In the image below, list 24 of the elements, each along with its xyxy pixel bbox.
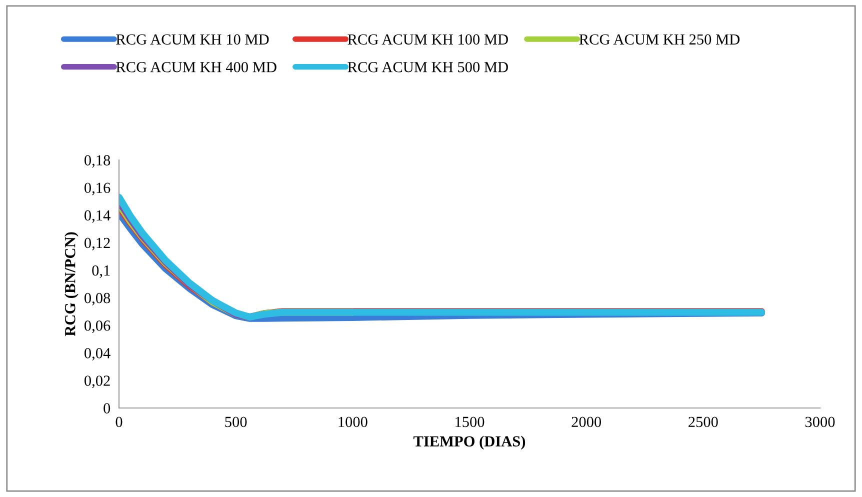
y-tick-label: 0,08 bbox=[84, 292, 110, 306]
x-tick-label: 3000 bbox=[805, 416, 835, 428]
x-axis-title: TIEMPO (DIAS) bbox=[414, 436, 526, 450]
x-tick-label: 500 bbox=[225, 416, 247, 428]
y-tick-label: 0 bbox=[104, 403, 110, 414]
legend-label: RCG ACUM KH 400 MD bbox=[116, 62, 276, 72]
y-tick-label: 0,12 bbox=[84, 238, 110, 250]
y-tick-label: 0,16 bbox=[84, 182, 110, 196]
y-tick-label: 0,04 bbox=[84, 348, 110, 361]
x-tick-label: 1500 bbox=[456, 416, 484, 428]
x-tick-label: 2000 bbox=[572, 416, 602, 428]
y-tick-label: 0,14 bbox=[84, 210, 110, 223]
x-tick-label: 0 bbox=[116, 416, 122, 428]
x-tick-label: 2500 bbox=[688, 416, 718, 428]
y-tick-label: 0,02 bbox=[84, 376, 110, 388]
legend-label: RCG ACUM KH 500 MD bbox=[348, 62, 508, 72]
y-tick-label: 0,18 bbox=[84, 155, 110, 168]
y-tick-label: 0,1 bbox=[92, 265, 110, 278]
y-tick-label: 0,06 bbox=[84, 320, 110, 333]
legend-label: RCG ACUM KH 10 MD bbox=[116, 34, 269, 45]
legend-label: RCG ACUM KH 250 MD bbox=[579, 34, 740, 45]
y-axis-title: RCG (BN/PCN) bbox=[64, 232, 78, 336]
x-tick-label: 1000 bbox=[338, 416, 368, 428]
legend-label: RCG ACUM KH 100 MD bbox=[348, 34, 508, 45]
